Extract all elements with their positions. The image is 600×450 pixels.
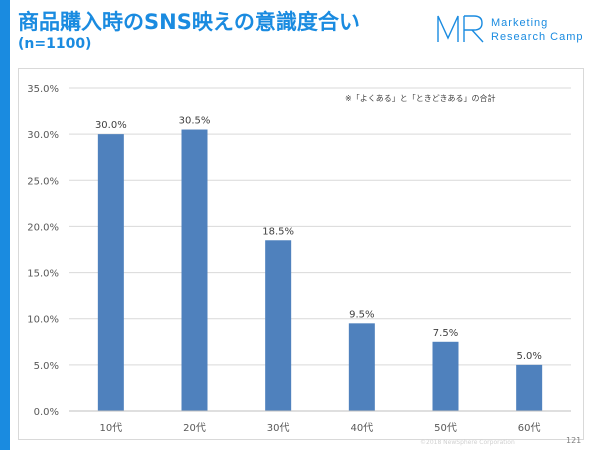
x-tick-label: 20代 [183,422,206,434]
y-tick-label: 35.0% [27,84,59,95]
data-label: 30.5% [179,116,211,127]
bar [181,129,208,411]
logo-text-line1: Marketing [491,17,549,29]
bar [97,134,124,411]
mr-logo-icon [437,15,484,43]
x-tick-label: 10代 [99,422,122,434]
data-label: 7.5% [433,328,458,339]
bar [516,364,543,411]
bar [348,323,375,411]
y-tick-label: 25.0% [27,176,59,187]
sample-size-subtitle: (n=1100) [18,36,92,52]
data-label: 18.5% [262,226,294,237]
data-label: 30.0% [95,120,127,131]
bar [265,240,292,411]
data-label: 9.5% [349,309,374,320]
x-tick-label: 40代 [350,422,373,434]
y-tick-label: 20.0% [27,222,59,233]
y-tick-label: 5.0% [34,361,59,372]
chart-note: ※「よくある」と「ときどきある」の合計 [345,94,496,103]
logo-text-line2: Research Camp [491,31,584,43]
page-number: 121 [566,436,582,445]
x-tick-label: 60代 [518,422,541,434]
x-tick-label: 50代 [434,422,457,434]
accent-side-bar [0,0,10,450]
y-tick-label: 0.0% [34,407,59,418]
company-logo: Marketing Research Camp [436,14,586,46]
y-tick-label: 10.0% [27,315,59,326]
x-tick-label: 30代 [267,422,290,434]
copyright-text: ©2018 NewSphere Corporation [420,439,515,446]
bar-chart: 0.0% 5.0% 10.0% 15.0% 20.0% 25.0% 30.0% 35.0% 30… [27,84,571,434]
y-tick-label: 15.0% [27,269,59,280]
page-title: 商品購入時のSNS映えの意識度合い [18,10,360,34]
data-label: 5.0% [516,351,541,362]
bar [432,341,459,411]
y-tick-label: 30.0% [27,130,59,141]
chart-frame: 0.0% 5.0% 10.0% 15.0% 20.0% 25.0% 30.0% 35.0% 30… [18,68,584,440]
